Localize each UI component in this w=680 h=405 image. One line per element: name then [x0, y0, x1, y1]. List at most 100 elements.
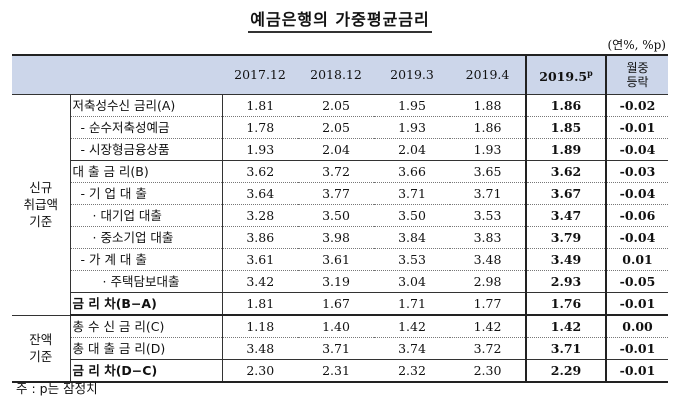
cell: 2.31 [298, 359, 374, 383]
row-label: 대 출 금 리(B) [70, 160, 223, 183]
cell: 3.53 [374, 248, 450, 271]
cell-highlight: 2.29 [525, 359, 607, 383]
group-new-line2: 취급액 [23, 197, 58, 213]
cell: 3.65 [450, 160, 526, 183]
cell: 3.61 [298, 248, 374, 271]
unit-label: (연%, %p) [607, 38, 666, 52]
cell: 1.42 [450, 315, 526, 338]
cell-highlight: 1.85 [525, 116, 607, 139]
cell: 2.04 [298, 138, 374, 161]
group-new-line3: 기준 [29, 214, 53, 230]
cell: 1.93 [450, 138, 526, 161]
table-row: 대 출 금 리(B) 3.62 3.72 3.66 3.65 3.62 -0.0… [12, 160, 668, 183]
cell: 3.77 [298, 182, 374, 205]
table-row: 금 리 차(B−A) 1.81 1.67 1.71 1.77 1.76 -0.0… [12, 292, 668, 316]
header-change-line2: 등락 [626, 75, 649, 89]
table-row: - 기 업 대 출 3.64 3.77 3.71 3.71 3.67 -0.04 [12, 182, 668, 205]
header-row: 2017.12 2018.12 2019.3 2019.4 2019.5p 월중… [12, 54, 668, 95]
row-label: 저축성수신 금리(A) [70, 94, 223, 117]
row-label: 총 대 출 금 리(D) [70, 337, 223, 360]
cell-change: 0.00 [606, 315, 668, 338]
cell: 2.05 [298, 116, 374, 139]
cell-highlight: 3.67 [525, 182, 607, 205]
group-bal-line1: 잔액 [29, 332, 53, 348]
header-2017-12: 2017.12 [222, 54, 298, 95]
table-row: 총 대 출 금 리(D) 3.48 3.71 3.74 3.72 3.71 -0… [12, 337, 668, 360]
header-2018-12: 2018.12 [298, 54, 374, 95]
table-row: 신규 취급액 기준 저축성수신 금리(A) 1.81 2.05 1.95 1.88 … [12, 94, 668, 316]
cell: 2.30 [222, 359, 298, 383]
cell: 3.74 [374, 337, 450, 360]
cell: 3.62 [222, 160, 298, 183]
cell: 3.42 [222, 270, 298, 293]
cell-highlight: 3.49 [525, 248, 607, 271]
table-row: · 중소기업 대출 3.86 3.98 3.84 3.83 3.79 -0.04 [12, 226, 668, 249]
cell: 2.05 [298, 94, 374, 117]
cell: 3.53 [450, 204, 526, 227]
table-row: - 가 계 대 출 3.61 3.61 3.53 3.48 3.49 0.01 [12, 248, 668, 271]
row-label: · 주택담보대출 [70, 270, 223, 293]
cell-highlight: 1.89 [525, 138, 607, 161]
group-bal-line2: 기준 [29, 349, 53, 365]
cell: 3.71 [298, 337, 374, 360]
interest-rate-table: 2017.12 2018.12 2019.3 2019.4 2019.5p 월중… [12, 54, 668, 383]
cell-highlight: 3.71 [525, 337, 607, 360]
row-label: 총 수 신 금 리(C) [70, 315, 223, 338]
header-2019-5-sup: p [587, 67, 593, 78]
cell: 3.28 [222, 204, 298, 227]
cell: 1.77 [450, 292, 526, 316]
cell-change: -0.03 [606, 160, 668, 183]
cell: 1.67 [298, 292, 374, 316]
group-balance-basis: 잔액 기준 [12, 315, 71, 383]
cell: 2.04 [374, 138, 450, 161]
header-empty [12, 54, 222, 95]
cell: 1.81 [222, 292, 298, 316]
table-row: - 시장형금융상품 1.93 2.04 2.04 1.93 1.89 -0.04 [12, 138, 668, 161]
row-label: - 가 계 대 출 [70, 248, 223, 271]
cell-change: 0.01 [606, 248, 668, 271]
cell-change: -0.01 [606, 359, 668, 383]
cell-highlight: 1.86 [525, 94, 607, 117]
cell: 3.61 [222, 248, 298, 271]
cell: 1.95 [374, 94, 450, 117]
cell-highlight: 3.47 [525, 204, 607, 227]
table-title-text: 예금은행의 가중평균금리 [248, 10, 432, 33]
cell: 1.42 [374, 315, 450, 338]
cell: 1.86 [450, 116, 526, 139]
table-row: - 순수저축성예금 1.78 2.05 1.93 1.86 1.85 -0.01 [12, 116, 668, 139]
cell: 2.98 [450, 270, 526, 293]
header-2019-4: 2019.4 [450, 54, 526, 95]
cell: 3.04 [374, 270, 450, 293]
cell: 1.78 [222, 116, 298, 139]
cell-change: -0.01 [606, 292, 668, 316]
cell-change: -0.04 [606, 226, 668, 249]
cell: 3.19 [298, 270, 374, 293]
cell: 2.30 [450, 359, 526, 383]
cell-highlight: 1.42 [525, 315, 607, 338]
cell: 3.64 [222, 182, 298, 205]
cell: 1.18 [222, 315, 298, 338]
table-title: 예금은행의 가중평균금리 [0, 6, 680, 33]
footnote: 주 : p는 잠정치 [16, 381, 98, 396]
group-new-line1: 신규 [29, 180, 53, 196]
group-new-basis: 신규 취급액 기준 [12, 94, 71, 316]
cell: 3.72 [298, 160, 374, 183]
cell: 3.48 [222, 337, 298, 360]
cell: 3.48 [450, 248, 526, 271]
cell-change: -0.05 [606, 270, 668, 293]
header-2019-5: 2019.5p [525, 54, 607, 95]
cell: 3.66 [374, 160, 450, 183]
row-label: - 시장형금융상품 [70, 138, 223, 161]
cell: 3.83 [450, 226, 526, 249]
header-2019-3: 2019.3 [374, 54, 450, 95]
cell-change: -0.01 [606, 116, 668, 139]
header-change-line1: 월중 [626, 61, 649, 75]
cell-change: -0.04 [606, 138, 668, 161]
header-2019-5-text: 2019.5 [539, 69, 588, 85]
cell: 1.93 [222, 138, 298, 161]
row-label: 금 리 차(D−C) [70, 359, 223, 383]
row-label: · 중소기업 대출 [70, 226, 223, 249]
row-label: - 순수저축성예금 [70, 116, 223, 139]
row-label: 금 리 차(B−A) [70, 292, 223, 316]
cell-change: -0.02 [606, 94, 668, 117]
